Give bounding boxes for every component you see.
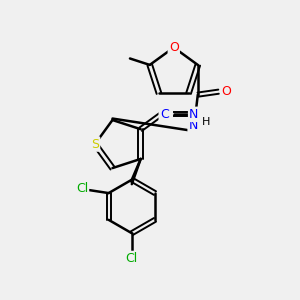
Text: H: H (202, 117, 210, 127)
Text: S: S (91, 138, 99, 151)
Text: O: O (169, 41, 179, 54)
Text: C: C (160, 108, 169, 121)
Text: O: O (221, 85, 231, 98)
Text: N: N (189, 119, 198, 132)
Text: Cl: Cl (76, 182, 88, 195)
Text: N: N (189, 108, 199, 121)
Text: Cl: Cl (126, 252, 138, 265)
